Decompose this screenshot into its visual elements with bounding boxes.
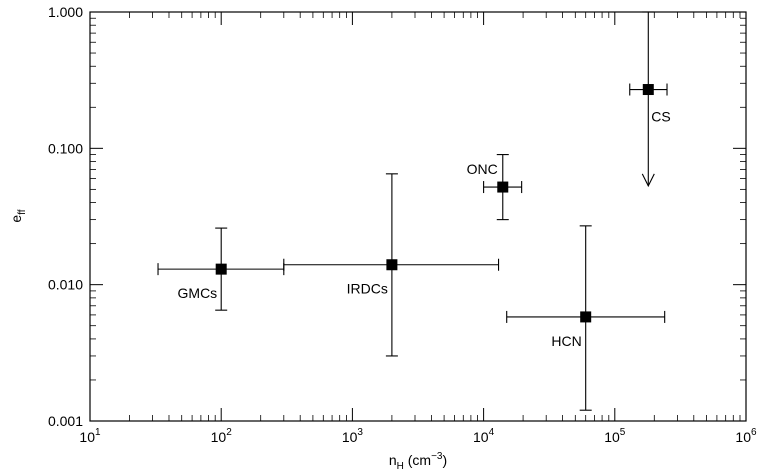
data-point-hcn: [580, 311, 592, 323]
y-tick-label: 0.010: [48, 277, 83, 293]
x-axis-label: nH (cm−3): [389, 451, 447, 470]
x-tick-label: 102: [211, 427, 233, 445]
x-tick-label: 106: [735, 427, 757, 445]
y-axis-label: eff: [8, 209, 28, 222]
x-axis-label-unit-close: ): [442, 452, 447, 468]
x-tick-label-exp: 1: [95, 427, 101, 438]
x-tick-label-base: 10: [604, 429, 620, 445]
y-tick-label: 0.100: [48, 140, 83, 156]
x-axis-label-unit-sup: −3: [431, 451, 443, 462]
x-tick-label-base: 10: [211, 429, 227, 445]
data-point-cs: [642, 84, 654, 96]
x-tick-label: 104: [473, 427, 495, 445]
x-tick-label-exp: 5: [620, 427, 626, 438]
x-axis-label-sub: H: [397, 461, 404, 470]
data-points: [215, 84, 654, 323]
x-tick-label-exp: 4: [489, 427, 495, 438]
x-tick-label-base: 10: [473, 429, 489, 445]
point-label-hcn: HCN: [551, 333, 581, 349]
point-label-cs: CS: [651, 109, 670, 125]
x-tick-label: 103: [342, 427, 364, 445]
y-axis-label-base: e: [8, 215, 24, 223]
axes: [89, 11, 747, 422]
error-bars: [157, 11, 668, 411]
x-tick-label-exp: 3: [357, 427, 363, 438]
x-axis-label-unit: (cm: [408, 452, 431, 468]
x-axis-label-base: n: [389, 452, 397, 468]
upper-limit-arrow-cs: [641, 173, 655, 188]
tick-marks: [89, 11, 747, 422]
data-point-gmcs: [215, 263, 227, 275]
data-point-onc: [497, 181, 509, 193]
point-labels: GMCs IRDCs ONC HCN CS: [178, 109, 671, 349]
y-tick-label: 0.001: [48, 413, 83, 429]
data-point-irdcs: [386, 259, 398, 271]
x-tick-label-base: 10: [79, 429, 95, 445]
y-tick-label: 1.000: [48, 4, 83, 20]
y-axis-label-sub: ff: [17, 209, 28, 215]
x-tick-label-base: 10: [735, 429, 751, 445]
x-tick-label-base: 10: [342, 429, 358, 445]
point-label-gmcs: GMCs: [178, 285, 218, 301]
x-tick-label: 101: [79, 427, 101, 445]
point-label-onc: ONC: [467, 161, 498, 177]
x-tick-label-exp: 6: [751, 427, 757, 438]
x-tick-label: 105: [604, 427, 626, 445]
point-label-irdcs: IRDCs: [347, 281, 388, 297]
plot-frame: [89, 11, 747, 422]
x-tick-label-exp: 2: [226, 427, 232, 438]
